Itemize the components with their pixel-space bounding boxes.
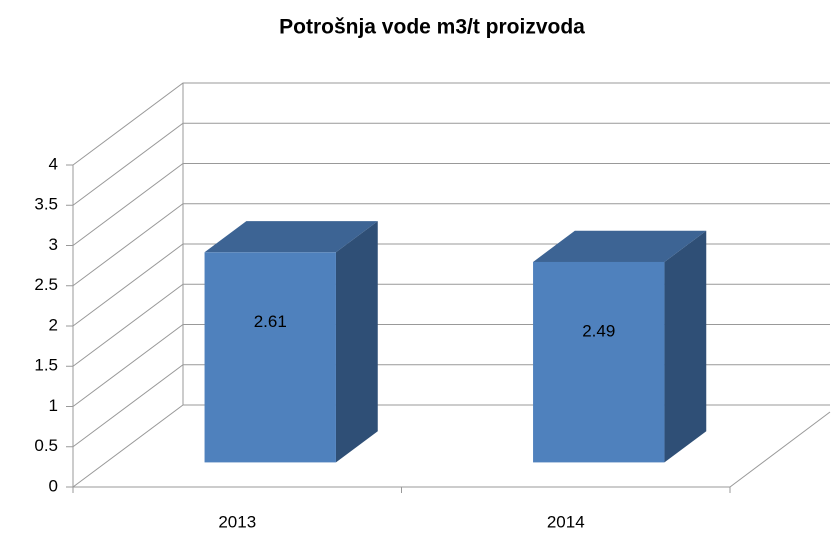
x-tick-label: 2014 xyxy=(547,512,585,531)
grid-line xyxy=(72,122,830,206)
grid-line xyxy=(72,404,830,488)
y-tick-label: 3 xyxy=(49,235,58,254)
grid-line xyxy=(72,203,830,287)
grid-line xyxy=(72,243,830,327)
y-tick-label: 1.5 xyxy=(34,356,58,375)
data-label: 2.61 xyxy=(254,312,287,331)
y-tick-label: 1 xyxy=(49,396,58,415)
x-tick-label: 2013 xyxy=(218,512,256,531)
chart-title: Potrošnja vode m3/t proizvoda xyxy=(279,16,585,39)
bar xyxy=(204,252,336,463)
data-label: 2.49 xyxy=(582,321,615,340)
grid-line xyxy=(72,283,830,367)
grid-line xyxy=(72,163,830,246)
y-tick-label: 2 xyxy=(49,315,58,334)
grid-line xyxy=(72,324,830,407)
bar-side xyxy=(335,221,378,463)
bar-top xyxy=(533,230,707,262)
bar-side xyxy=(664,230,707,463)
y-tick-label: 2.5 xyxy=(34,275,58,294)
grid-line xyxy=(72,364,830,448)
floor-edge xyxy=(729,411,831,488)
y-tick-label: 4 xyxy=(49,154,58,173)
y-tick-label: 3.5 xyxy=(34,195,58,214)
grid-line xyxy=(72,82,830,166)
bar-top xyxy=(204,221,378,253)
y-tick-label: 0 xyxy=(49,476,58,495)
bar xyxy=(533,261,665,463)
y-tick-label: 0.5 xyxy=(34,436,58,455)
